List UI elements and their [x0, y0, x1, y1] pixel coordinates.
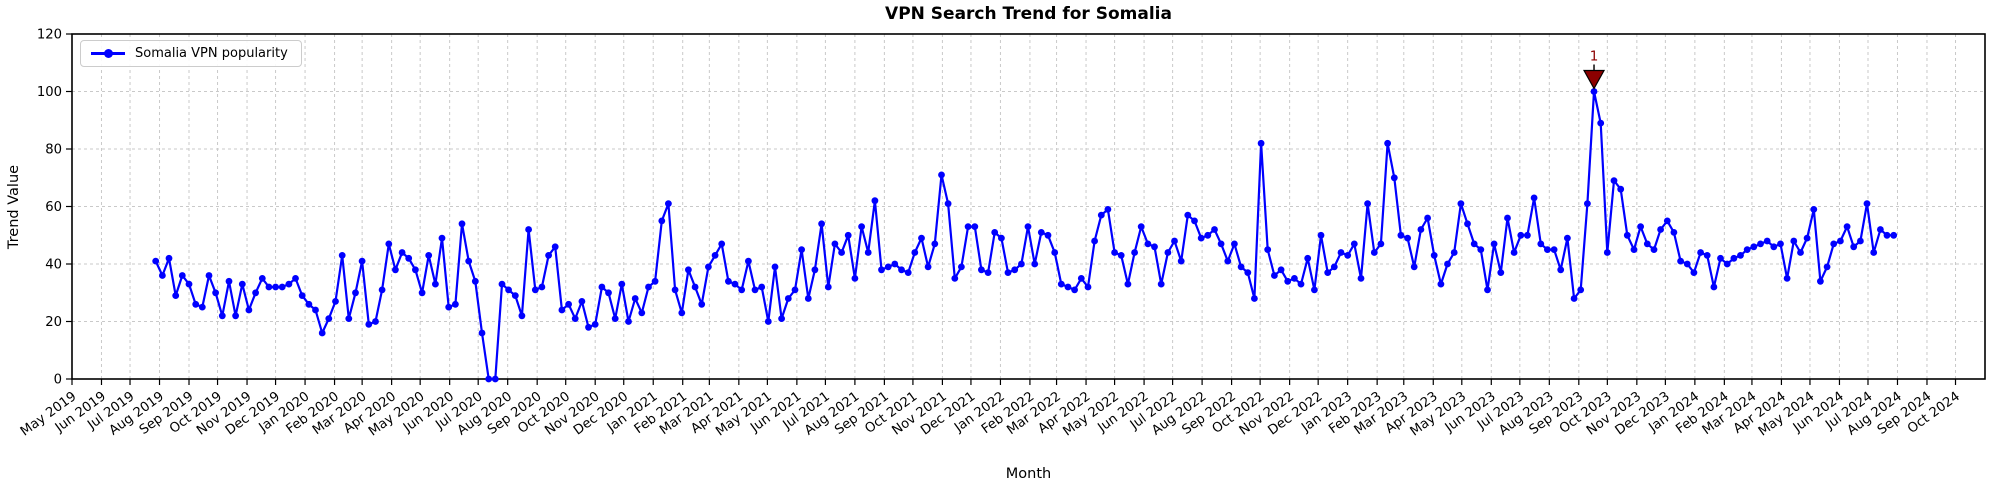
trend-markers: [152, 88, 1898, 383]
y-tick-label: 80: [45, 143, 62, 158]
annotation-arrow-icon: [1583, 69, 1606, 90]
y-tick-label: 0: [54, 373, 62, 388]
y-tick-label: 120: [37, 28, 62, 43]
y-tick-label: 40: [45, 258, 62, 273]
annotation-peak: 1: [1583, 49, 1606, 90]
plot-border: [71, 33, 1986, 380]
legend-series-label: Somalia VPN popularity: [135, 46, 288, 61]
annotation-label: 1: [1590, 49, 1599, 65]
y-tick-label: 100: [37, 85, 62, 100]
chart-title: VPN Search Trend for Somalia: [885, 4, 1172, 24]
grid-lines: [72, 34, 1985, 379]
y-tick-label: 60: [45, 200, 62, 215]
y-axis-label: Trend Value: [6, 164, 22, 250]
x-axis-label: Month: [1005, 466, 1052, 482]
legend-line-marker-icon: [91, 49, 125, 58]
y-tick-label: 20: [45, 315, 62, 330]
y-axis: 0 20 40 60 80 100 120: [37, 28, 72, 388]
legend: Somalia VPN popularity: [80, 40, 302, 67]
trend-line: [154, 90, 1894, 381]
